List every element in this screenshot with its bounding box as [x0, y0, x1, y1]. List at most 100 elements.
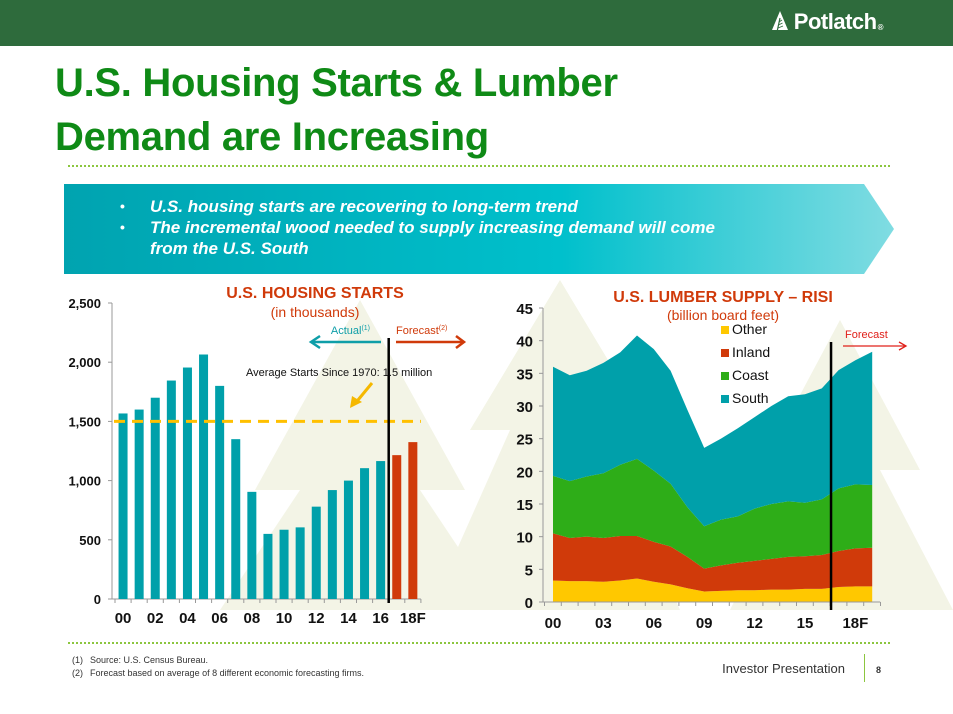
footnotes: (1) Source: U.S. Census Bureau. (2) Foreca… — [72, 654, 364, 680]
bar-actual — [199, 354, 209, 599]
bar-actual — [134, 409, 144, 599]
legend-swatch-inland — [721, 349, 729, 357]
divider-top — [68, 165, 890, 167]
key-points-banner: U.S. housing starts are recovering to lo… — [64, 184, 894, 274]
footer-separator — [864, 654, 865, 682]
y-tick-label: 20 — [516, 464, 533, 481]
bar-actual — [247, 491, 257, 599]
reference-line-label: Average Starts Since 1970: 1.5 million — [246, 367, 432, 379]
forecast-label: Forecast — [845, 329, 888, 341]
x-tick-label: 06 — [645, 615, 662, 632]
chart-title: U.S. LUMBER SUPPLY – RISI — [613, 289, 833, 306]
tree-icon — [771, 11, 788, 33]
area-other — [553, 578, 873, 602]
tree-shape — [220, 300, 500, 610]
footnote-2: (2) Forecast based on average of 8 differ… — [72, 668, 364, 678]
bar-actual — [182, 367, 192, 599]
forecast-label: Forecast(2) — [396, 325, 447, 337]
actual-label: Actual(1) — [331, 325, 370, 337]
x-tick-label: 10 — [276, 610, 293, 627]
chart-title: U.S. HOUSING STARTS — [226, 285, 404, 302]
bar-actual — [263, 533, 273, 599]
y-tick-label: 10 — [516, 530, 533, 547]
x-tick-label: 18F — [842, 615, 868, 632]
y-tick-label: 500 — [79, 533, 101, 548]
bar-actual — [215, 385, 225, 599]
x-tick-label: 12 — [746, 615, 763, 632]
x-tick-label: 02 — [147, 610, 164, 627]
y-tick-label: 40 — [516, 334, 533, 351]
chart-subtitle: (in thousands) — [271, 304, 360, 320]
x-tick-label: 08 — [244, 610, 261, 627]
bullet-text-line: The incremental wood needed to supply in… — [150, 218, 715, 237]
bar-actual — [279, 529, 289, 599]
bullet-item: The incremental wood needed to supply in… — [120, 217, 715, 259]
y-tick-label: 1,500 — [68, 414, 101, 429]
title-line-2: Demand are Increasing — [55, 115, 489, 159]
bullet-list: U.S. housing starts are recovering to lo… — [120, 196, 715, 259]
footer-label: Investor Presentation — [722, 661, 845, 676]
logo-text: Potlatch — [793, 9, 877, 34]
y-tick-label: 1,000 — [68, 474, 101, 489]
x-tick-label: 04 — [179, 610, 196, 627]
y-tick-label: 5 — [525, 562, 533, 579]
y-tick-label: 2,000 — [68, 355, 101, 370]
title-line-1: U.S. Housing Starts & Lumber — [55, 61, 618, 105]
chart-subtitle: (billion board feet) — [667, 307, 779, 323]
registered-mark: ® — [877, 23, 884, 32]
bar-actual — [311, 506, 321, 599]
y-tick-label: 0 — [525, 595, 533, 612]
legend-label-coast: Coast — [732, 367, 769, 383]
actual-arrow — [308, 334, 381, 350]
bar-forecast — [408, 442, 418, 599]
housing-starts-chart: U.S. HOUSING STARTS (in thousands) 0 500 1… — [68, 285, 467, 627]
area-inland — [553, 533, 873, 592]
lumber-supply-chart: U.S. LUMBER SUPPLY – RISI (billion board… — [516, 289, 908, 632]
x-tick-label: 00 — [545, 615, 562, 632]
x-tick-label: 16 — [372, 610, 389, 627]
bar-actual — [376, 461, 386, 599]
bar-actual — [343, 480, 353, 599]
bar-actual — [231, 439, 241, 599]
potlatch-logo: Potlatch ® — [770, 8, 884, 36]
bar-actual — [327, 490, 337, 599]
bullet-item: U.S. housing starts are recovering to lo… — [120, 196, 715, 217]
legend-label-other: Other — [732, 321, 767, 337]
y-tick-label: 30 — [516, 399, 533, 416]
bar-actual — [118, 413, 128, 599]
forecast-arrow — [396, 335, 467, 349]
x-tick-label: 12 — [308, 610, 325, 627]
page-number: 8 — [876, 665, 882, 675]
area-south — [553, 335, 873, 527]
y-tick-label: 45 — [516, 301, 533, 318]
bar-actual — [295, 527, 305, 599]
bar-actual — [360, 468, 370, 599]
x-tick-label: 18F — [400, 610, 426, 627]
bar-forecast — [392, 455, 402, 599]
x-tick-label: 00 — [115, 610, 132, 627]
forecast-arrow — [843, 341, 908, 351]
y-tick-label: 15 — [516, 497, 533, 514]
x-tick-label: 14 — [340, 610, 357, 627]
x-tick-label: 06 — [211, 610, 228, 627]
bar-actual — [166, 380, 176, 599]
legend-swatch-south — [721, 395, 729, 403]
header-bar: Potlatch ® — [0, 0, 953, 46]
divider-bottom — [68, 642, 890, 644]
footnote-1: (1) Source: U.S. Census Bureau. — [72, 655, 209, 665]
area-coast — [553, 458, 873, 569]
y-tick-label: 35 — [516, 366, 533, 383]
y-tick-label: 2,500 — [68, 296, 101, 311]
legend-label-inland: Inland — [732, 344, 770, 360]
bullet-text-line: from the U.S. South — [150, 239, 309, 258]
x-tick-label: 15 — [797, 615, 814, 632]
legend-swatch-coast — [721, 372, 729, 380]
legend-swatch-other — [721, 326, 729, 334]
bar-actual — [150, 397, 160, 599]
y-tick-label: 0 — [94, 592, 101, 607]
reference-pointer-arrow — [350, 382, 374, 408]
page-title: U.S. Housing Starts & Lumber Demand are … — [55, 56, 618, 164]
x-tick-label: 09 — [696, 615, 713, 632]
x-tick-label: 03 — [595, 615, 612, 632]
legend-label-south: South — [732, 390, 769, 406]
